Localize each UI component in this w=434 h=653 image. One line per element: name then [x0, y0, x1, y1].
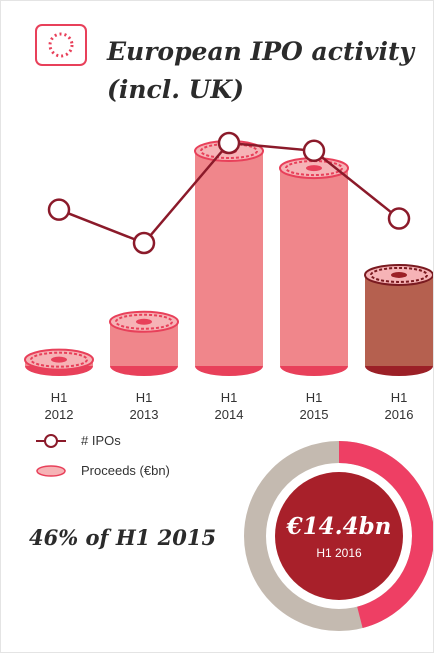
bar: [279, 157, 349, 376]
bar-top-ring: [30, 351, 88, 368]
bar: [364, 263, 433, 376]
x-tick-label: H1 2016: [384, 390, 414, 422]
bar-top-center: [51, 356, 67, 363]
donut-center-label: €14.4bn: [286, 513, 392, 540]
bar-top-ring: [200, 143, 258, 159]
ipo-marker: [47, 198, 71, 221]
bar-top-ring: [285, 160, 343, 177]
bar-top-center: [136, 318, 152, 325]
ipo-marker: [302, 139, 326, 163]
bar-top-center: [391, 271, 407, 278]
bar: [24, 348, 94, 376]
x-tick-label: H1 2013: [129, 390, 159, 422]
ipo-marker: [132, 231, 156, 255]
flag-stars: [48, 32, 74, 58]
bar: [194, 140, 264, 376]
legend-marker: [44, 434, 58, 448]
bar-top-ring: [115, 313, 173, 330]
ipo-marker: [387, 207, 411, 230]
x-tick-label: H1 2015: [299, 390, 329, 422]
bar: [109, 310, 179, 376]
title: European IPO activity (incl. UK): [107, 37, 415, 104]
bar-body: [195, 151, 263, 366]
legend-coin: [36, 465, 66, 477]
legend-label: # IPOs: [81, 433, 121, 448]
bar-body: [365, 274, 433, 366]
donut-label: 46% of H1 2015: [29, 525, 217, 550]
donut-share: [338, 441, 433, 629]
donut-center-sublabel: H1 2016: [316, 546, 362, 560]
x-tick-label: H1 2012: [44, 390, 74, 422]
donut-center: [275, 472, 403, 600]
bar-top-center: [306, 165, 322, 172]
ipo-marker: [217, 131, 241, 155]
legend-label: Proceeds (€bn): [81, 463, 170, 478]
flag-icon: [35, 24, 87, 66]
bar-body: [280, 168, 348, 366]
bar-top-ring: [370, 266, 428, 283]
x-tick-label: H1 2014: [214, 390, 244, 422]
